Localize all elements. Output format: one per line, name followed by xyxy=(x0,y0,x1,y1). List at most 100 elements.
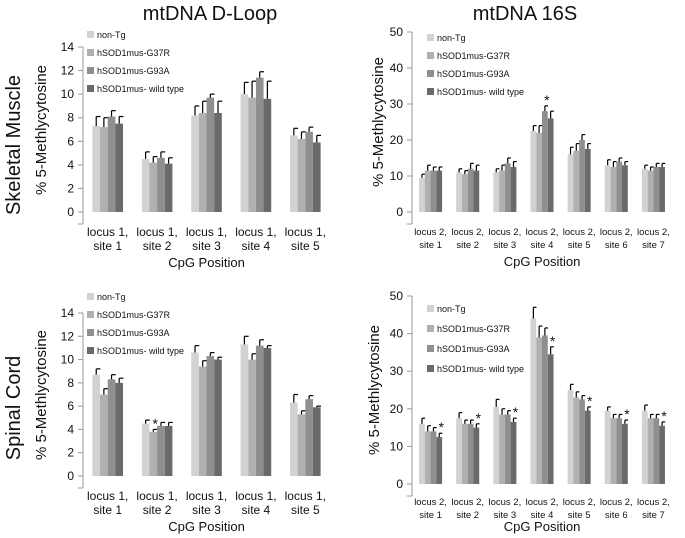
bar-sc-16s-s2-c5 xyxy=(616,418,623,484)
bar-sm-16s-s1-c2 xyxy=(499,170,505,212)
x-category-label-line1: locus 1, xyxy=(285,489,326,503)
legend-swatch xyxy=(427,305,434,312)
x-axis-label: CpG Position xyxy=(504,519,581,534)
bar-sc-dloop-s1-c3 xyxy=(248,359,256,476)
bar-sm-16s-s1-c5 xyxy=(610,167,617,212)
y-axis-label: % 5-Methlycytosine xyxy=(370,57,387,187)
significance-star: * xyxy=(476,410,482,426)
x-category-label-line2: site 5 xyxy=(568,240,591,251)
bar-sm-dloop-s1-c3 xyxy=(248,97,256,212)
bar-sm-16s-s2-c2 xyxy=(504,163,511,212)
bar-sm-16s-s2-c1 xyxy=(467,168,474,212)
y-tick-label: 30 xyxy=(390,97,404,111)
bar-sc-dloop-s2-c0 xyxy=(107,379,116,476)
bar-sm-16s-s1-c0 xyxy=(424,170,431,212)
y-tick-label: 0 xyxy=(67,469,74,483)
legend-swatch xyxy=(87,329,94,336)
significance-star: * xyxy=(438,419,444,435)
bar-sc-16s-s0-c4 xyxy=(567,390,574,484)
y-axis-label: % 5-Methlycytosine xyxy=(33,65,50,195)
bar-sc-16s-s1-c2 xyxy=(499,414,505,484)
y-tick-label: 40 xyxy=(390,327,404,341)
bar-sm-dloop-s2-c4 xyxy=(305,131,313,212)
bar-sc-dloop-s3-c1 xyxy=(164,425,173,476)
bar-sc-16s-s3-c6 xyxy=(659,425,665,484)
x-category-label-line1: locus 2, xyxy=(488,227,521,238)
x-category-label-line1: locus 2, xyxy=(563,497,596,508)
legend-label: hSOD1mus- wild type xyxy=(97,84,184,94)
legend-label: hSOD1mus- wild type xyxy=(437,87,524,97)
legend-label: hSOD1mus- wild type xyxy=(437,364,524,374)
bar-sm-dloop-s2-c3 xyxy=(255,77,264,213)
legend-label: hSOD1mus- wild type xyxy=(97,346,184,356)
legend-swatch xyxy=(87,31,94,38)
bar-sm-16s-s1-c3 xyxy=(536,132,542,212)
legend-label: hSOD1mus-G93A xyxy=(97,328,170,338)
bar-sc-16s-s0-c5 xyxy=(604,410,611,484)
y-tick-label: 2 xyxy=(67,446,74,460)
x-axis-label: CpG Position xyxy=(168,519,245,534)
chart-sc-16s: 0 10 20 30 40 50 % 5-Methlycytosine * * * * * * * locu… xyxy=(366,289,670,534)
y-tick-label: 10 xyxy=(390,439,404,453)
bar-sm-dloop-s2-c0 xyxy=(107,116,116,212)
bar-sm-dloop-s0-c2 xyxy=(191,115,199,212)
x-category-label-line2: site 3 xyxy=(192,503,221,517)
bar-sm-16s-s0-c5 xyxy=(604,165,611,212)
x-category-label-line1: locus 1, xyxy=(136,489,177,503)
x-category-label-line1: locus 2, xyxy=(526,227,559,238)
bar-sm-16s-s2-c4 xyxy=(579,140,585,212)
y-tick-label: 14 xyxy=(61,40,75,54)
bar-sm-dloop-s0-c4 xyxy=(289,135,298,212)
bar-sc-16s-s0-c3 xyxy=(530,318,537,484)
bar-sm-dloop-s2-c1 xyxy=(157,157,165,212)
bar-sm-dloop-s3-c3 xyxy=(263,98,272,212)
bar-sm-16s-s3-c5 xyxy=(622,165,628,212)
y-tick-label: 50 xyxy=(390,289,404,303)
bar-sm-dloop-s3-c1 xyxy=(164,163,173,212)
bar-sc-16s-s2-c4 xyxy=(579,399,585,484)
x-category-label-line1: locus 2, xyxy=(414,497,447,508)
legend-label: hSOD1mus-G37R xyxy=(97,48,171,58)
bar-sm-dloop-s1-c2 xyxy=(198,113,207,212)
y-tick-label: 0 xyxy=(396,205,403,219)
bar-sm-16s-s0-c2 xyxy=(493,172,500,212)
bar-sc-16s-s2-c3 xyxy=(542,335,548,484)
bar-sm-16s-s1-c4 xyxy=(573,150,580,212)
x-category-label-line2: site 6 xyxy=(605,240,628,251)
y-tick-label: 20 xyxy=(390,402,404,416)
bar-sc-dloop-s3-c0 xyxy=(115,382,124,476)
bar-sc-16s-s0-c6 xyxy=(641,410,648,484)
bar-sc-16s-s3-c5 xyxy=(622,423,628,484)
x-category-label-line1: locus 1, xyxy=(87,489,128,503)
x-category-label-line1: locus 1, xyxy=(186,489,227,503)
bar-sm-dloop-s3-c0 xyxy=(115,123,124,212)
bar-sc-dloop-s0-c0 xyxy=(92,374,101,476)
legend-label: hSOD1mus-G93A xyxy=(437,344,510,354)
bar-sc-16s-s1-c1 xyxy=(461,423,468,484)
bar-sm-dloop-s1-c1 xyxy=(149,162,158,212)
bar-sm-dloop-s3-c2 xyxy=(214,113,222,212)
legend-swatch xyxy=(87,67,94,74)
significance-star: * xyxy=(587,393,593,409)
x-category-label-line2: site 4 xyxy=(531,240,554,251)
legend-swatch xyxy=(427,70,434,77)
bar-sm-16s-s2-c0 xyxy=(430,170,437,212)
x-category-label-line1: locus 1, xyxy=(136,225,177,239)
y-axis-label: % 5-Methlycytosine xyxy=(33,330,50,460)
bar-sm-16s-s3-c3 xyxy=(547,118,554,212)
bar-sc-16s-s1-c4 xyxy=(573,397,580,484)
legend-swatch xyxy=(427,325,434,332)
legend-label: non-Tg xyxy=(97,30,126,40)
bar-sc-16s-s3-c3 xyxy=(547,354,554,484)
legend-label: hSOD1mus-G37R xyxy=(97,310,171,320)
bar-sc-dloop-s2-c1 xyxy=(157,425,165,476)
significance-star: * xyxy=(153,415,159,431)
bar-sm-16s-s0-c0 xyxy=(419,177,425,212)
bar-sc-16s-s0-c0 xyxy=(419,423,425,484)
legend-label: hSOD1mus-G37R xyxy=(437,51,511,61)
bar-sc-dloop-s1-c1 xyxy=(149,431,158,476)
bar-sm-16s-s2-c5 xyxy=(616,161,623,212)
